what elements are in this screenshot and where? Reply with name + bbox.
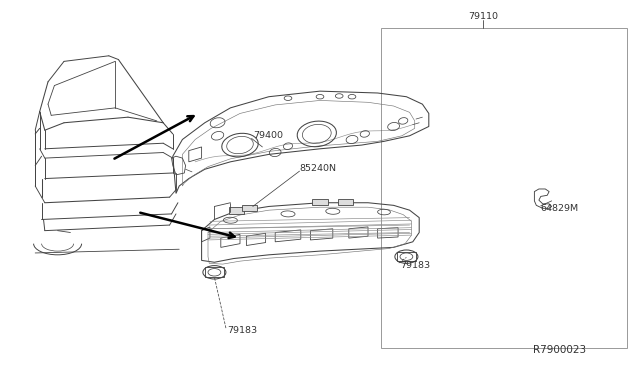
Text: 79183: 79183 [227,326,257,335]
FancyBboxPatch shape [242,205,257,211]
FancyBboxPatch shape [229,207,244,214]
Text: 79400: 79400 [253,131,283,140]
Text: 79183: 79183 [400,262,430,270]
Bar [381,28,627,348]
FancyBboxPatch shape [338,199,353,205]
Text: R7900023: R7900023 [533,345,587,355]
Text: 85240N: 85240N [300,164,337,173]
Text: 79110: 79110 [468,12,498,21]
FancyBboxPatch shape [312,199,328,205]
Text: 64829M: 64829M [541,204,579,213]
